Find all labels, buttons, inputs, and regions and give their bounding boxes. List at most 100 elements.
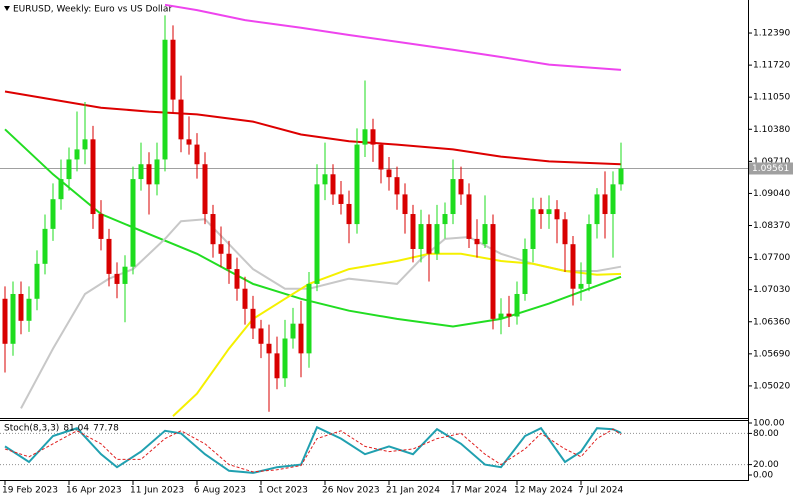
candle-body xyxy=(418,224,424,249)
candle-body xyxy=(178,99,184,140)
candle-body xyxy=(186,139,192,145)
moving-average xyxy=(172,252,622,417)
indicator-y-tick-label: 20.00 xyxy=(753,460,779,470)
y-tick-label: 1.05690 xyxy=(753,349,790,359)
candle-body xyxy=(602,194,608,215)
candle-body xyxy=(50,199,56,229)
candle-body xyxy=(570,244,576,289)
candle-body xyxy=(594,194,600,225)
candle-body xyxy=(394,177,400,195)
y-tick-label: 1.09040 xyxy=(753,189,790,199)
moving-average xyxy=(4,90,622,166)
candle-body xyxy=(170,39,176,100)
y-tick-label: 1.07030 xyxy=(753,285,790,295)
x-tick-label: 11 Jun 2023 xyxy=(130,486,184,496)
y-tick-label: 1.06360 xyxy=(753,317,790,327)
indicator-value: 77.78 xyxy=(93,424,119,434)
candle-body xyxy=(282,338,288,379)
candle-body xyxy=(538,209,544,215)
chart-title: EURUSD, Weekly: Euro vs US Dollar xyxy=(13,5,172,15)
candle-body xyxy=(138,164,144,180)
candle-body xyxy=(402,194,408,215)
candle-body xyxy=(530,209,536,249)
candle-body xyxy=(114,273,120,284)
candle-body xyxy=(154,159,160,185)
x-tick-label: 1 Oct 2023 xyxy=(258,486,308,496)
candle-body xyxy=(546,209,552,215)
current-price-box xyxy=(749,162,793,175)
candle-body xyxy=(106,238,112,274)
indicator-line xyxy=(4,425,622,474)
indicator-y-tick-label: 0.00 xyxy=(753,471,773,481)
candle-body xyxy=(610,184,616,215)
candle-body xyxy=(146,164,152,185)
candle-body xyxy=(298,323,304,354)
candle-body xyxy=(122,266,128,284)
candle-body xyxy=(330,174,336,195)
candle-body xyxy=(234,269,240,289)
candle-body xyxy=(354,144,360,225)
y-tick-label: 1.05020 xyxy=(753,381,790,391)
candle-body xyxy=(562,219,568,245)
x-tick-label: 16 Apr 2023 xyxy=(66,486,122,496)
candle-body xyxy=(10,293,16,344)
candle-body xyxy=(82,139,88,150)
symbol-icon xyxy=(4,6,10,11)
x-tick-label: 12 May 2024 xyxy=(514,486,573,496)
candle-body xyxy=(98,214,104,239)
y-tick-label: 1.08370 xyxy=(753,221,790,231)
y-tick-label: 1.10380 xyxy=(753,125,790,135)
candle-body xyxy=(58,179,64,200)
candle-body xyxy=(162,39,168,160)
candle-body xyxy=(34,263,40,299)
candle-body xyxy=(90,139,96,215)
y-tick-label: 1.12390 xyxy=(753,29,790,39)
x-tick-label: 26 Nov 2023 xyxy=(322,486,380,496)
candle-body xyxy=(258,328,264,344)
x-tick-label: 6 Aug 2023 xyxy=(194,486,246,496)
candle-body xyxy=(290,323,296,339)
candle-body xyxy=(362,129,368,145)
candle-body xyxy=(514,293,520,317)
candle-body xyxy=(346,203,352,225)
indicator-line xyxy=(4,428,622,473)
y-tick-label: 1.07700 xyxy=(753,253,790,263)
candle-body xyxy=(450,179,456,215)
candle-body xyxy=(26,298,32,321)
candle-body xyxy=(410,214,416,249)
candle-body xyxy=(266,343,272,354)
candle-body xyxy=(314,184,320,284)
candle-body xyxy=(490,224,496,319)
candle-body xyxy=(194,144,200,165)
indicator-y-tick-label: 80.00 xyxy=(753,429,779,439)
candle-body xyxy=(210,214,216,245)
y-tick-label: 1.11050 xyxy=(753,93,790,103)
candle-body xyxy=(42,228,48,264)
candle-body xyxy=(202,164,208,215)
candle-body xyxy=(306,283,312,354)
current-price-label: 1.09561 xyxy=(752,164,789,174)
candle-body xyxy=(322,174,328,185)
candle-body xyxy=(66,159,72,180)
candle-body xyxy=(74,149,80,160)
x-tick-label: 21 Jan 2024 xyxy=(386,486,440,496)
candle-body xyxy=(370,129,376,145)
y-tick-label: 1.09710 xyxy=(753,157,790,167)
candle-body xyxy=(2,298,8,344)
candle-body xyxy=(442,214,448,225)
indicator-y-tick-label: 100.00 xyxy=(753,419,785,429)
indicator-title: Stoch(8,3,3) xyxy=(4,424,59,434)
candle-body xyxy=(498,313,504,319)
candle-body xyxy=(586,224,592,284)
x-tick-label: 17 Mar 2024 xyxy=(450,486,507,496)
candle-body xyxy=(466,194,472,239)
x-tick-label: 19 Feb 2023 xyxy=(2,486,58,496)
candle-body xyxy=(130,179,136,267)
candle-body xyxy=(578,283,584,289)
candle-body xyxy=(378,144,384,170)
candle-body xyxy=(242,288,248,309)
y-tick-label: 1.11720 xyxy=(753,61,790,71)
candle-body xyxy=(218,244,224,254)
